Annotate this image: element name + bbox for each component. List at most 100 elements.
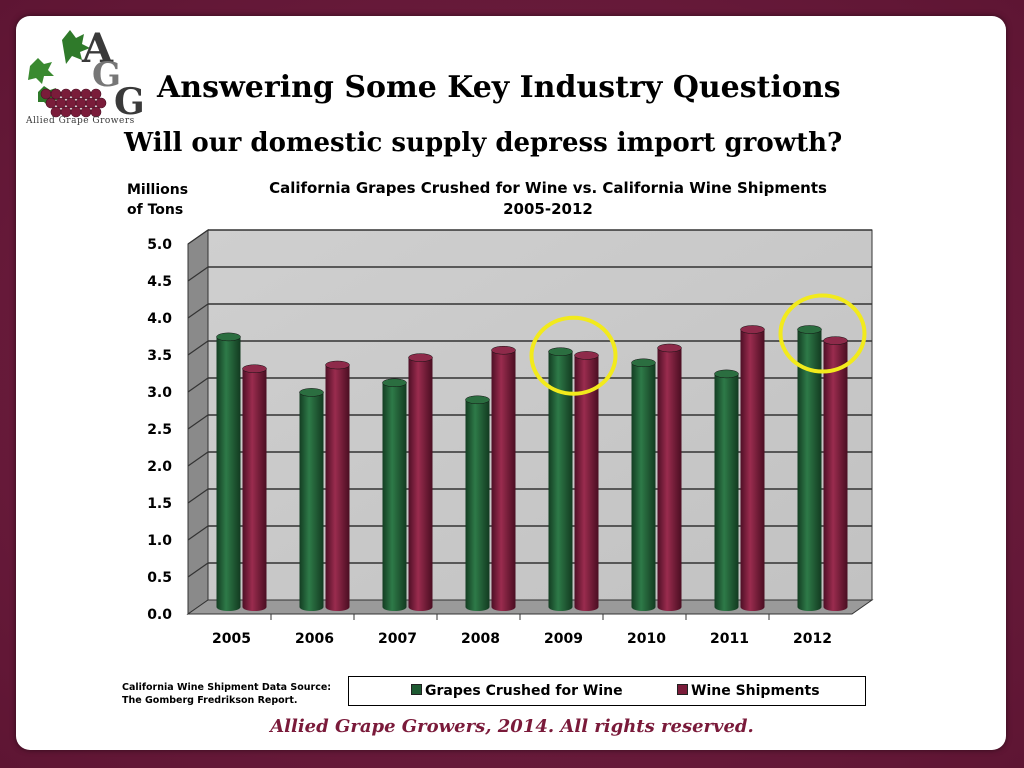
bar-base [574,603,599,611]
legend-swatch-grapes [411,684,422,695]
bar-top [216,332,241,342]
data-source-line1: California Wine Shipment Data Source: [122,682,332,693]
bar-top [382,378,407,388]
bar [299,388,324,611]
logo-icon: A G G [28,25,142,123]
y-axis-label: Millions of Tons [127,180,207,220]
bar-top [408,353,433,362]
bar-top [797,325,822,334]
logo-caption: Allied Grape Growers [26,116,135,126]
bar-body [631,362,656,607]
bar-top [657,343,682,353]
bar-body [242,368,267,607]
bar-body [465,399,490,607]
x-tick-label: 2007 [378,631,417,647]
bar-body [797,329,822,607]
y-tick-label: 5.0 [147,237,172,253]
gridline-side [187,562,209,578]
bar-base [465,603,490,611]
highlight-circle [529,315,618,396]
bar [491,345,516,611]
bar-base [382,603,407,611]
gridline-side [187,451,209,467]
footer-copyright: Allied Grape Growers, 2014. All rights r… [270,716,754,737]
bar-top [242,364,267,373]
legend-item-shipments: Wine Shipments [677,683,820,699]
bar [465,395,490,611]
bar-base [299,603,324,611]
y-tick-label: 1.5 [147,496,172,512]
svg-text:G: G [92,55,121,95]
bar-base [740,603,765,611]
bar [574,351,599,611]
bar-body [408,357,433,607]
bar-top [548,347,573,356]
x-tick-label: 2012 [793,631,832,647]
bar-top [823,336,848,345]
gridline-side [187,340,209,356]
chart-legend: Grapes Crushed for Wine Wine Shipments [348,676,866,706]
legend-label-shipments: Wine Shipments [691,683,820,699]
y-tick-label: 4.0 [147,311,172,327]
bar-base [797,603,822,611]
y-axis-label-line1: Millions [127,182,189,198]
highlight-circle [778,293,867,374]
y-axis-label-line2: of Tons [127,202,184,218]
bar-body [574,355,599,607]
bar-base [631,603,656,611]
bar-top [740,325,765,334]
y-tick-label: 1.0 [147,533,172,549]
bar-body [823,340,848,607]
bar-base [714,603,739,611]
chart-title: California Grapes Crushed for Wine vs. C… [228,178,868,220]
y-tick-label: 2.0 [147,459,172,475]
bar-base [657,603,682,611]
bar [797,325,822,611]
bar [216,332,241,611]
legend-label-grapes: Grapes Crushed for Wine [425,683,623,699]
bar-base [491,603,516,611]
y-tick-label: 3.0 [147,385,172,401]
chart-floor [186,599,874,615]
y-tick-label: 3.5 [147,348,172,364]
bar-base [408,603,433,611]
svg-text:G: G [114,81,142,123]
gridline-side [187,266,209,282]
legend-item-grapes: Grapes Crushed for Wine [411,683,623,699]
bar [408,353,433,611]
bar-body [299,392,324,607]
bar-body [714,373,739,607]
svg-text:A: A [81,25,114,72]
gridline-side [187,377,209,393]
legend-swatch-shipments [677,684,688,695]
page-title: Answering Some Key Industry Questions [157,70,841,105]
x-tick-label: 2008 [461,631,500,647]
bar-top [491,345,516,355]
bar-base [216,603,241,611]
gridline-side [187,525,209,541]
bar [325,360,350,611]
bar [242,364,267,611]
y-tick-label: 0.5 [147,570,172,586]
bar-body [382,382,407,607]
bar [740,325,765,611]
bar [823,336,848,611]
y-tick-label: 4.5 [147,274,172,290]
bar-top [574,351,599,360]
bar [714,369,739,611]
bar [382,378,407,611]
bar-top [714,369,739,379]
bar-body [657,348,682,607]
y-tick-label: 0.0 [147,607,172,623]
data-source-note: California Wine Shipment Data Source: Th… [122,681,331,707]
bar-base [548,603,573,611]
bar-top [465,395,490,405]
page-subtitle: Will our domestic supply depress import … [124,128,843,158]
gridline-side [187,414,209,430]
bar-top [325,360,350,370]
bar-body [216,336,241,607]
bar-base [325,603,350,611]
bar-base [242,603,267,611]
bar-body [491,350,516,607]
